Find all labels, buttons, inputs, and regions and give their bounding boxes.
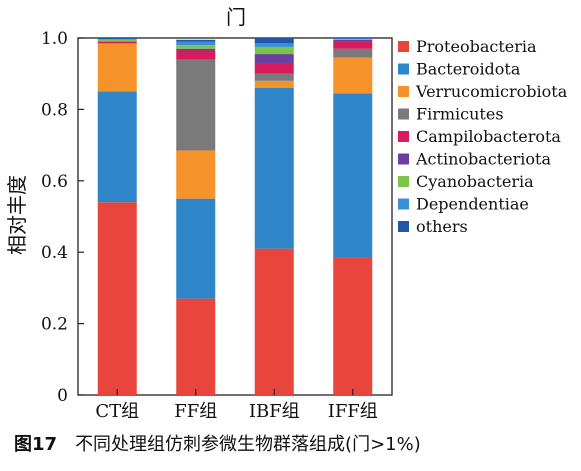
legend-label: Firmicutes — [416, 105, 504, 124]
y-tick-label: 0.2 — [41, 315, 68, 335]
bar-segment-firmicutes — [254, 73, 294, 81]
bar-segment-verrucomicrobiota — [97, 43, 137, 92]
legend-swatch — [398, 131, 409, 142]
figure-caption: 图17 不同处理组仿刺参微生物群落组成(门>1%) — [14, 430, 421, 456]
bar-segment-cyanobacteria — [254, 46, 294, 55]
bar-segment-others — [176, 39, 216, 42]
bar-segment-dependentiae — [97, 39, 137, 40]
bar-segment-actinobacteriota — [176, 48, 216, 51]
y-tick-label: 0.8 — [41, 100, 68, 120]
legend-swatch — [398, 221, 409, 232]
bar-segment-cyanobacteria — [176, 45, 216, 49]
bar-segment-verrucomicrobiota — [254, 80, 294, 88]
legend-label: Dependentiae — [416, 195, 529, 214]
figure-caption-text: 不同处理组仿刺参微生物群落组成(门>1%) — [75, 434, 421, 455]
bar-segment-proteobacteria — [254, 248, 294, 395]
bar-segment-bacteroidota — [333, 93, 373, 258]
bar-segment-actinobacteriota — [333, 39, 373, 42]
bar-segment-bacteroidota — [254, 87, 294, 249]
bar-segment-dependentiae — [176, 41, 216, 46]
y-tick-label: 1.0 — [41, 29, 68, 49]
y-tick-label: 0.6 — [41, 172, 68, 192]
legend-label: others — [416, 217, 468, 236]
bar-segment-proteobacteria — [97, 202, 137, 395]
bar-segment-bacteroidota — [97, 91, 137, 203]
bar-segment-firmicutes — [333, 48, 373, 58]
legend-swatch — [398, 63, 409, 75]
bar-segment-firmicutes — [176, 59, 216, 151]
legend-label: Campilobacterota — [416, 127, 561, 146]
legend-label: Bacteroidota — [416, 60, 521, 79]
bar-segment-dependentiae — [254, 43, 294, 47]
x-tick-label: CT组 — [95, 401, 139, 422]
legend-label: Cyanobacteria — [416, 172, 534, 191]
x-tick-label: IFF组 — [328, 401, 378, 422]
y-axis-label: 相对丰度 — [5, 175, 29, 255]
legend-swatch — [398, 86, 409, 97]
legend-swatch — [398, 41, 409, 52]
x-tick-label: FF组 — [174, 401, 217, 422]
bar-segment-campilobacterota — [254, 62, 294, 74]
bar-segment-cyanobacteria — [97, 39, 137, 42]
legend-swatch — [398, 198, 409, 210]
legend-swatch — [398, 153, 409, 165]
y-tick-label: 0 — [57, 386, 68, 406]
bar-segment-proteobacteria — [176, 298, 216, 395]
bar-segment-campilobacterota — [333, 41, 373, 49]
bar-segment-campilobacterota — [97, 41, 137, 44]
plot-frame — [77, 37, 393, 396]
legend-label: Proteobacteria — [416, 37, 537, 56]
bar-segment-others — [254, 38, 294, 44]
bar-segment-verrucomicrobiota — [176, 150, 216, 199]
legend-label: Verrucomicrobiota — [415, 82, 568, 101]
bar-segment-others — [97, 38, 137, 40]
legend-swatch — [398, 176, 409, 187]
legend-swatch — [398, 108, 409, 120]
bar-segment-campilobacterota — [176, 50, 216, 60]
legend-label: Actinobacteriota — [415, 150, 551, 169]
chart-title: 门 — [226, 5, 246, 29]
bar-segment-cyanobacteria — [333, 39, 373, 40]
x-tick-label: IBF组 — [249, 401, 300, 422]
bar-segment-proteobacteria — [333, 257, 373, 395]
bar-segment-actinobacteriota — [254, 54, 294, 63]
figure-number: 图17 — [14, 434, 58, 455]
bar-segment-verrucomicrobiota — [333, 57, 373, 94]
bar-segment-dependentiae — [333, 38, 373, 40]
y-tick-label: 0.4 — [41, 243, 68, 263]
bar-segment-bacteroidota — [176, 198, 216, 299]
